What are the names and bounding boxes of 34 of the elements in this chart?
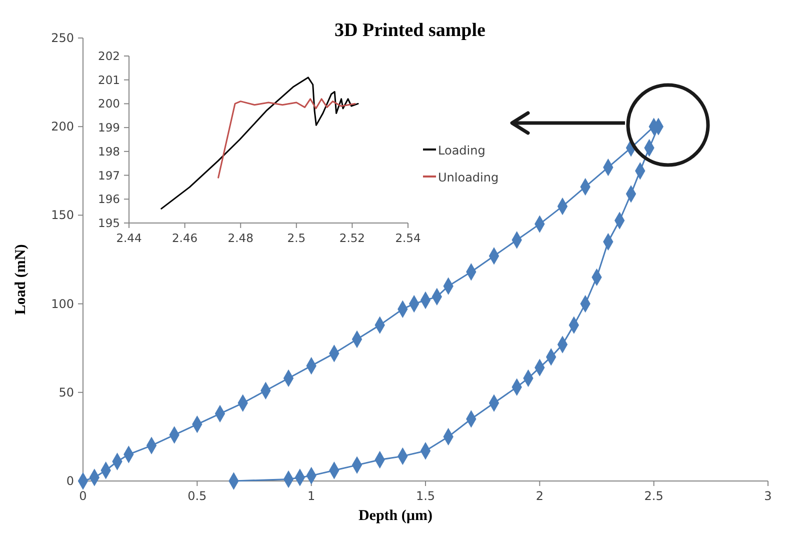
y-axis-title: Load (mN) [13, 244, 29, 315]
y-tick-label: 200 [51, 120, 74, 134]
x-tick-label: 0.5 [188, 489, 207, 503]
y-tick-label: 198 [98, 144, 120, 158]
x-tick-label: 2 [536, 489, 544, 503]
y-tick-label: 197 [98, 168, 120, 182]
x-tick-label: 2.44 [116, 231, 142, 245]
y-tick-label: 200 [98, 96, 120, 111]
y-tick-label: 0 [66, 474, 74, 488]
x-tick-label: 3 [764, 489, 772, 503]
line-series [160, 76, 359, 210]
y-tick-label: 202 [98, 49, 120, 63]
y-tick-label: 195 [98, 216, 120, 230]
x-tick-label: 1 [308, 489, 316, 503]
chart-title: 3D Printed sample [334, 20, 486, 41]
legend-label: Loading [438, 144, 486, 158]
line-series [218, 98, 356, 178]
y-tick-label: 196 [98, 192, 120, 206]
y-tick-label: 250 [51, 31, 74, 45]
x-tick-label: 2.5 [644, 489, 664, 503]
x-tick-label: 2.54 [395, 231, 421, 245]
x-tick-label: 0 [79, 489, 87, 503]
x-tick-label: 1.5 [416, 489, 436, 503]
legend-label: Unloading [438, 170, 499, 184]
x-tick-label: 2.52 [339, 231, 366, 245]
x-axis-title: Depth (µm) [358, 508, 433, 524]
y-tick-label: 199 [98, 120, 120, 135]
y-tick-label: 100 [51, 296, 74, 311]
x-tick-label: 2.46 [172, 231, 198, 245]
y-tick-label: 201 [98, 72, 120, 87]
x-tick-label: 2.5 [287, 231, 306, 245]
y-tick-label: 50 [58, 385, 74, 400]
y-tick-label: 150 [51, 208, 74, 222]
x-tick-label: 2.48 [228, 231, 254, 245]
